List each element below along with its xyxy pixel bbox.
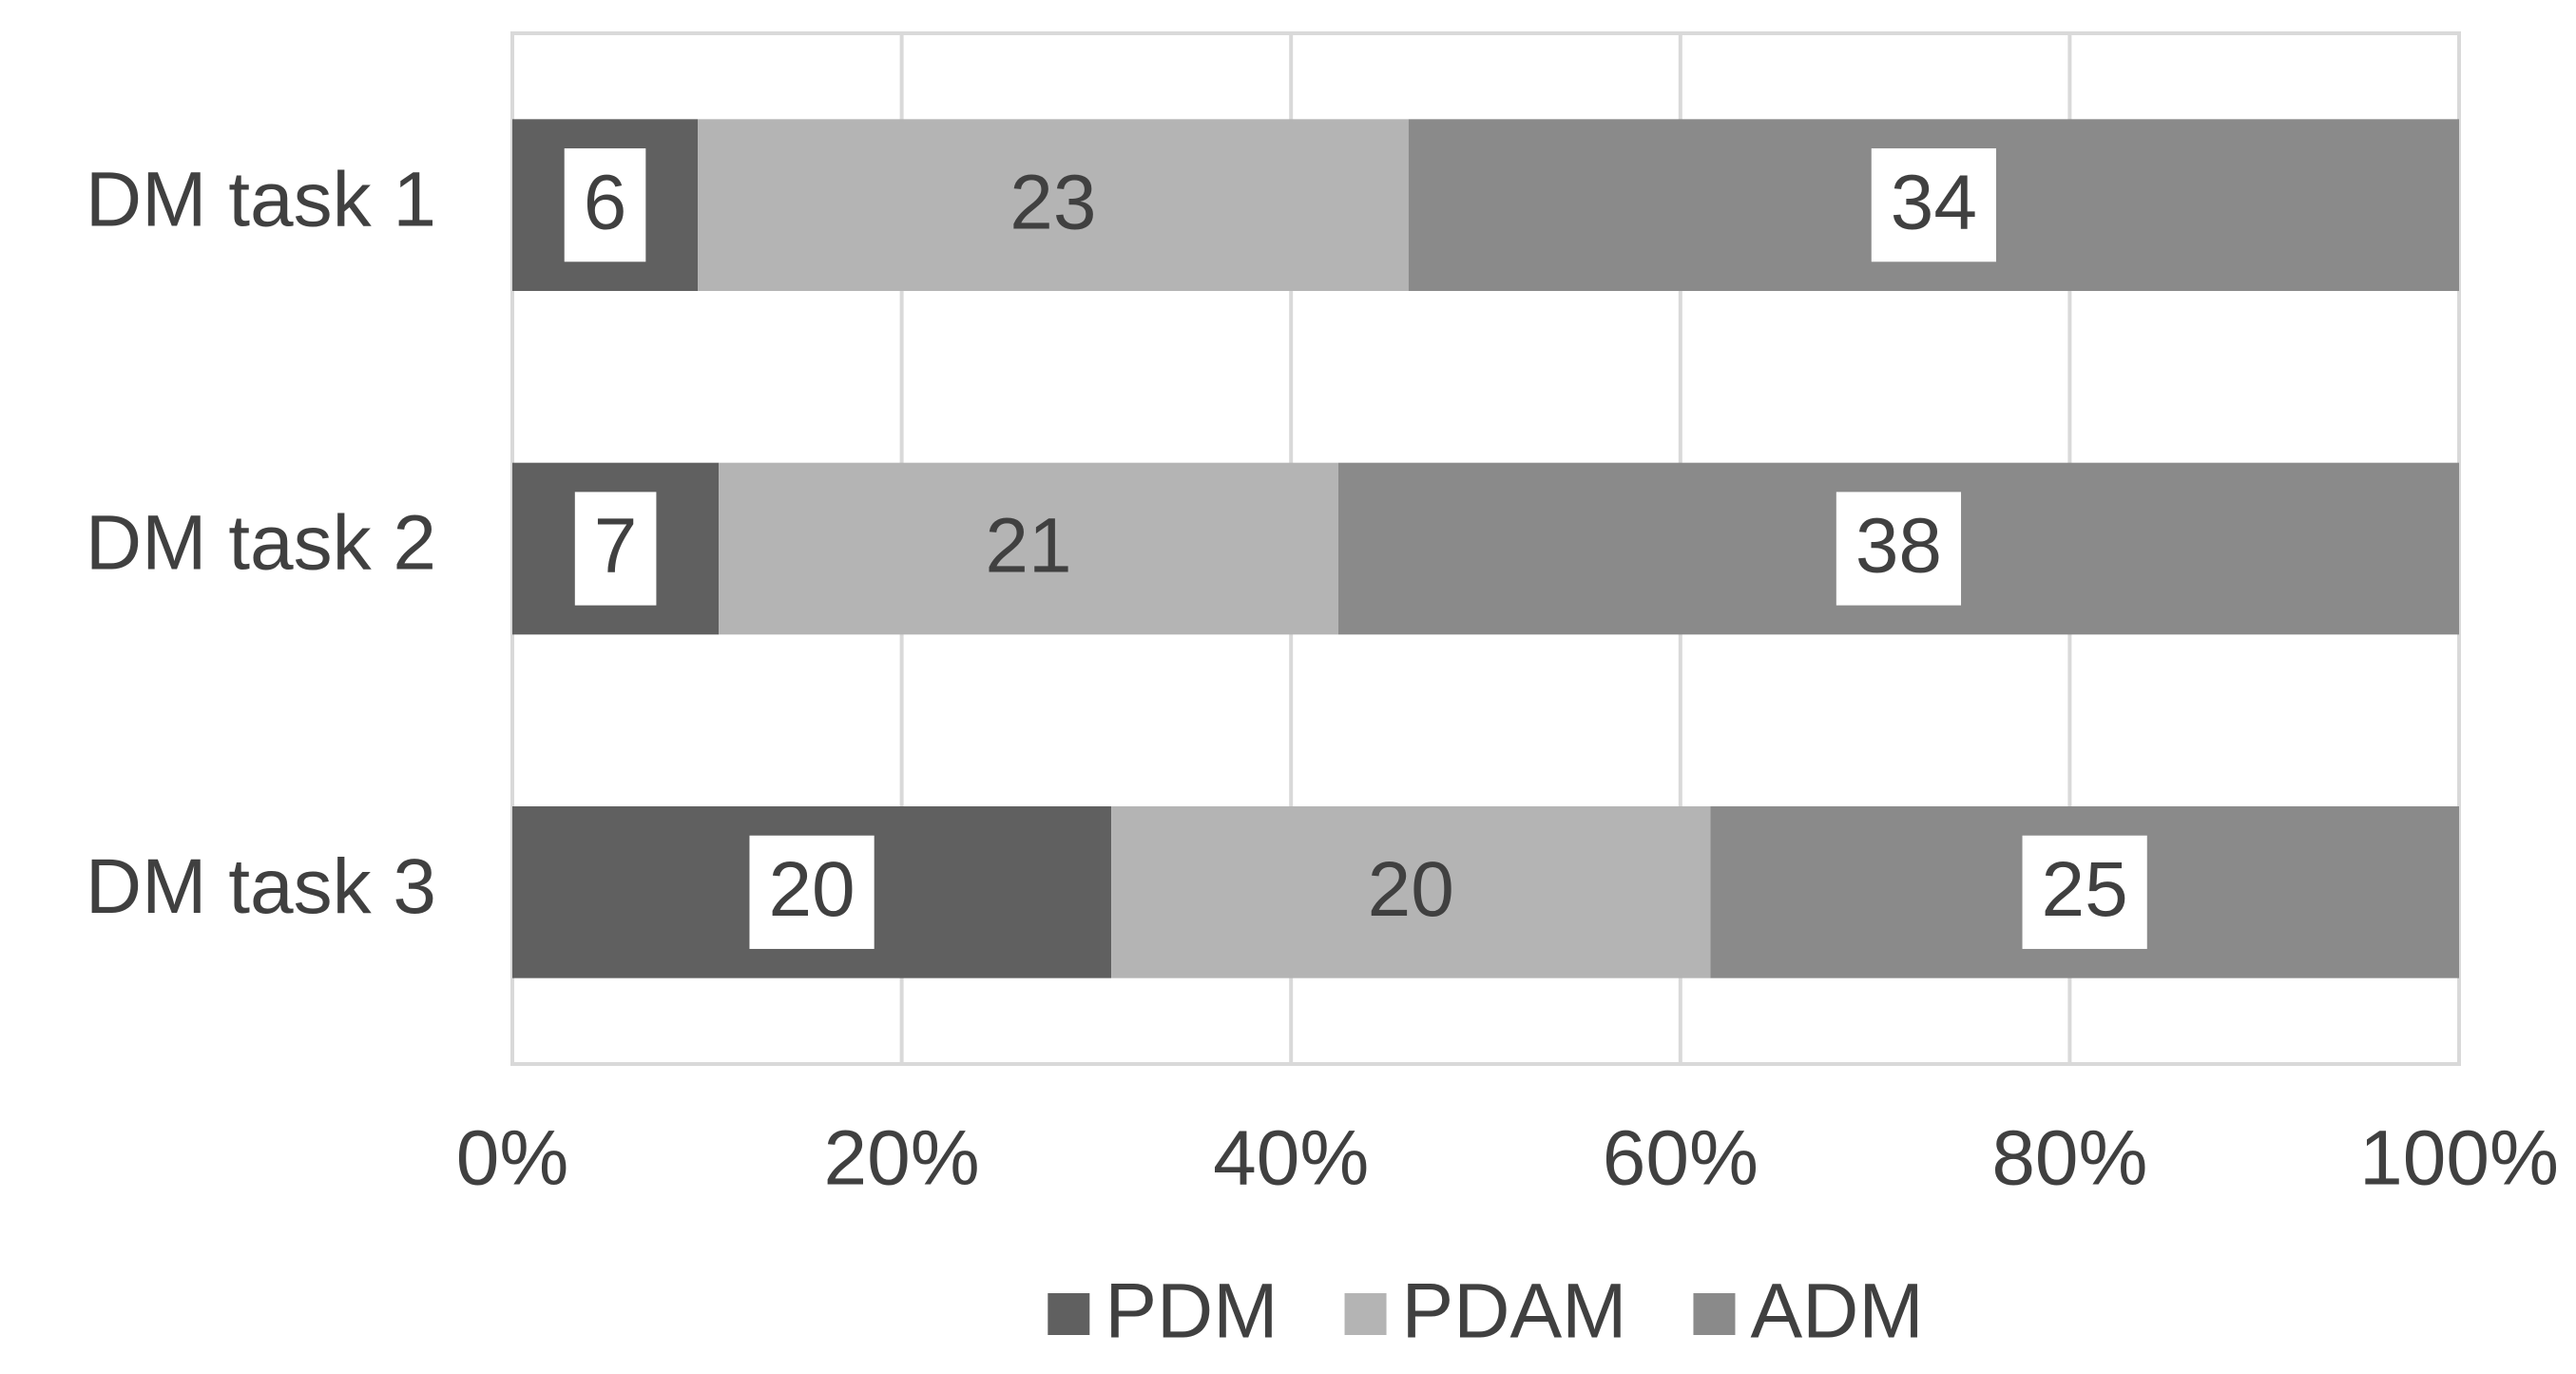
data-label-box bbox=[1871, 148, 1996, 262]
data-label-box bbox=[1836, 492, 1962, 606]
data-label-group: 6 bbox=[564, 148, 646, 262]
data-label: 23 bbox=[1009, 159, 1096, 245]
y-tick-label: DM task 3 bbox=[86, 843, 436, 930]
data-label-group: 23 bbox=[1009, 159, 1096, 245]
data-label: 7 bbox=[594, 503, 638, 590]
data-label-group: 25 bbox=[2022, 835, 2147, 949]
data-label: 38 bbox=[1855, 503, 1942, 590]
legend-label: PDAM bbox=[1402, 1268, 1627, 1355]
x-tick-label: 0% bbox=[456, 1115, 569, 1202]
x-tick-label: 60% bbox=[1603, 1115, 1759, 1202]
data-label: 20 bbox=[1368, 846, 1454, 933]
data-label: 20 bbox=[768, 846, 855, 933]
data-label: 21 bbox=[985, 503, 1071, 590]
data-label-box bbox=[2022, 835, 2147, 949]
x-tick-label: 100% bbox=[2359, 1115, 2559, 1202]
data-label-group: 34 bbox=[1871, 148, 1996, 262]
data-label: 25 bbox=[2042, 846, 2128, 933]
data-label-group: 38 bbox=[1836, 492, 1962, 606]
data-label-box bbox=[574, 492, 657, 606]
legend-swatch bbox=[1344, 1293, 1387, 1335]
data-label-group: 20 bbox=[1368, 846, 1454, 933]
data-label-group: 7 bbox=[574, 492, 657, 606]
data-label-group: 20 bbox=[749, 835, 875, 949]
x-tick-label: 40% bbox=[1213, 1115, 1369, 1202]
bar-segment bbox=[698, 119, 1409, 291]
legend-label: PDM bbox=[1105, 1268, 1278, 1355]
legend-label: ADM bbox=[1750, 1268, 1923, 1355]
data-label-group: 21 bbox=[985, 503, 1071, 590]
y-tick-label: DM task 2 bbox=[86, 500, 436, 587]
bar-segment bbox=[1111, 806, 1711, 978]
data-label-box bbox=[749, 835, 875, 949]
x-tick-label: 20% bbox=[824, 1115, 980, 1202]
data-label: 34 bbox=[1891, 159, 1977, 245]
y-tick-label: DM task 1 bbox=[86, 156, 436, 242]
x-tick-label: 80% bbox=[1991, 1115, 2147, 1202]
legend-swatch bbox=[1693, 1293, 1736, 1335]
legend-swatch bbox=[1048, 1293, 1090, 1335]
bar-segment bbox=[719, 462, 1338, 635]
data-label: 6 bbox=[584, 159, 627, 245]
data-label-box bbox=[564, 148, 646, 262]
